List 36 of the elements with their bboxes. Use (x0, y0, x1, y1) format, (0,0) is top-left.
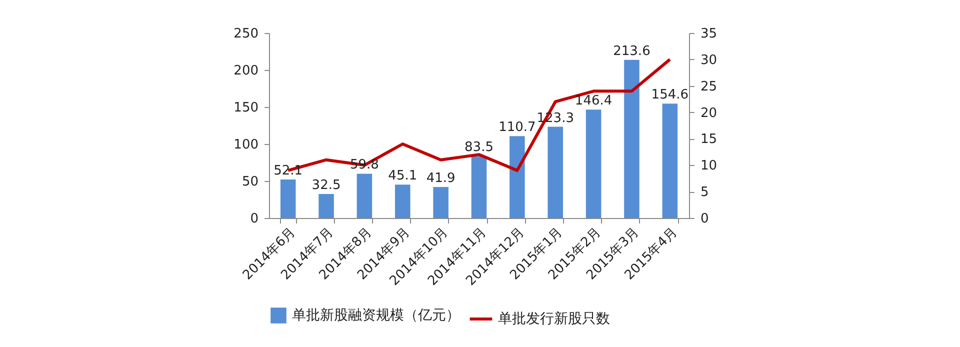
bar (586, 110, 602, 218)
legend-label: 单批发行新股只数 (498, 311, 610, 327)
bar (356, 174, 372, 218)
data-label: 213.6 (613, 44, 650, 59)
bar (548, 126, 563, 218)
bar (318, 194, 334, 218)
legend-label: 单批新股融资规模（亿元） (292, 308, 460, 324)
y-tick-label: 250 (234, 26, 258, 42)
bar (662, 104, 678, 218)
bar (624, 60, 640, 218)
y2-tick-label: 35 (700, 26, 718, 42)
y2-tick-label: 5 (700, 185, 709, 200)
y2-tick-label: 25 (700, 79, 718, 94)
data-label: 146.4 (574, 94, 612, 109)
y2-tick-label: 15 (700, 132, 718, 148)
y2-tick-label: 20 (700, 106, 718, 121)
y2-tick-label: 10 (700, 158, 718, 174)
data-label: 52.1 (274, 163, 303, 178)
y2-tick-label: 0 (700, 212, 709, 226)
y-tick-label: 100 (234, 138, 258, 152)
y-tick-label: 50 (242, 174, 258, 190)
bar (510, 136, 525, 218)
data-label: 110.7 (498, 120, 536, 136)
bar (395, 184, 410, 218)
bar (433, 186, 448, 218)
bar (471, 156, 487, 218)
data-label: 32.5 (312, 178, 341, 193)
y-tick-label: 200 (234, 64, 258, 78)
y-tick-label: 150 (234, 100, 258, 116)
data-label: 45.1 (388, 168, 418, 184)
data-label: 154.6 (651, 88, 689, 103)
y-tick-label: 0 (250, 212, 258, 226)
y2-tick-label: 30 (700, 52, 718, 68)
bar (280, 179, 296, 218)
data-label: 41.9 (426, 170, 456, 186)
data-label: 83.5 (464, 140, 494, 156)
